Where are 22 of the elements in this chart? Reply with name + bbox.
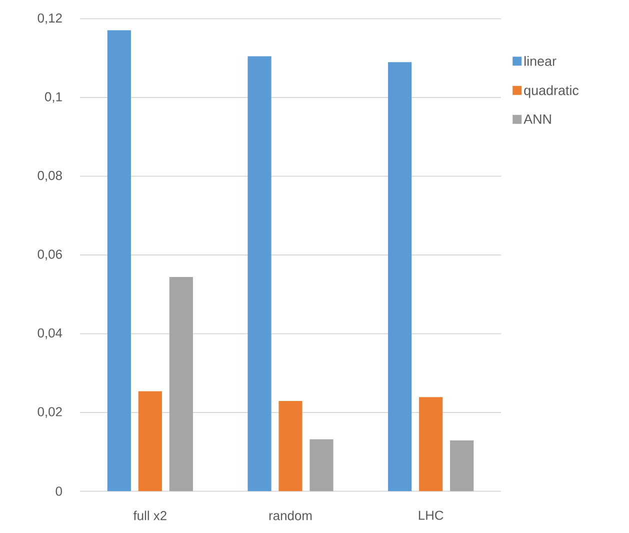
bar <box>310 439 334 492</box>
y-tick-label: 0,04 <box>38 328 62 340</box>
bar <box>388 62 412 492</box>
y-tick-label: 0,02 <box>38 407 62 418</box>
y-tick-label: 0,06 <box>38 250 62 260</box>
y-tick-label: 0,1 <box>44 92 62 103</box>
bar <box>169 277 193 492</box>
y-tick-label: 0,08 <box>38 170 62 182</box>
x-tick-label: random <box>269 510 312 520</box>
bar <box>419 397 443 492</box>
bar <box>450 440 474 492</box>
x-tick-label: LHC <box>418 510 444 520</box>
bar <box>107 30 131 492</box>
x-tick-label: full x2 <box>133 510 166 520</box>
y-tick-label: 0 <box>56 486 62 496</box>
legend-label: quadratic <box>524 85 579 98</box>
bar <box>138 391 162 492</box>
y-tick-label: 0,12 <box>38 13 62 24</box>
legend-label: linear <box>524 56 556 66</box>
bar <box>278 401 302 492</box>
legend-label: ANN <box>524 114 551 124</box>
bar <box>248 56 272 492</box>
